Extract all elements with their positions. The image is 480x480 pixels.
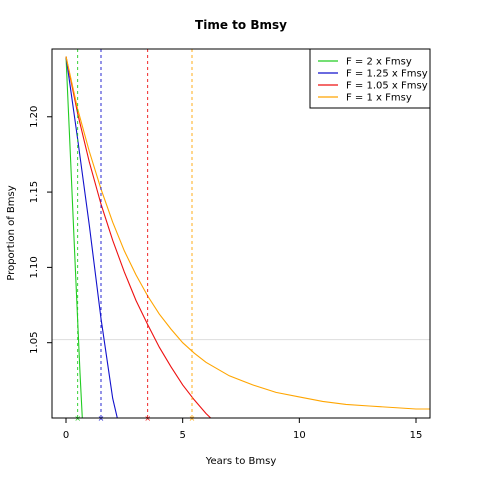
series-line-0 <box>65 56 83 418</box>
x-axis: 0 5 10 15 <box>63 418 423 441</box>
series-line-1 <box>65 56 118 418</box>
y-tick-label-0: 1.05 <box>29 332 40 354</box>
y-tick-label-1: 1.10 <box>29 256 40 278</box>
x-tick-label-3: 15 <box>410 430 423 441</box>
y-tick-label-2: 1.15 <box>29 181 40 203</box>
x-tick-label-0: 0 <box>63 430 69 441</box>
legend-label-0: F = 2 x Fmsy <box>346 57 412 68</box>
y-axis-label: Proportion of Bmsy <box>6 185 17 280</box>
chart-title: Time to Bmsy <box>195 18 287 32</box>
legend-label-3: F = 1 x Fmsy <box>346 93 412 104</box>
plot-frame <box>51 48 431 419</box>
x-tick-label-1: 5 <box>179 430 185 441</box>
x-axis-label: Years to Bmsy <box>205 456 277 467</box>
y-axis: 1.05 1.10 1.15 1.20 <box>29 106 52 354</box>
crossing-line-layer <box>77 49 193 418</box>
legend-box <box>309 48 431 109</box>
x-tick-label-2: 10 <box>293 430 306 441</box>
y-tick-label-3: 1.20 <box>29 106 40 128</box>
legend-label-2: F = 1.05 x Fmsy <box>346 81 428 92</box>
series-line-3 <box>65 56 430 410</box>
legend-label-1: F = 1.25 x Fmsy <box>346 69 428 80</box>
plot-background <box>52 49 430 418</box>
